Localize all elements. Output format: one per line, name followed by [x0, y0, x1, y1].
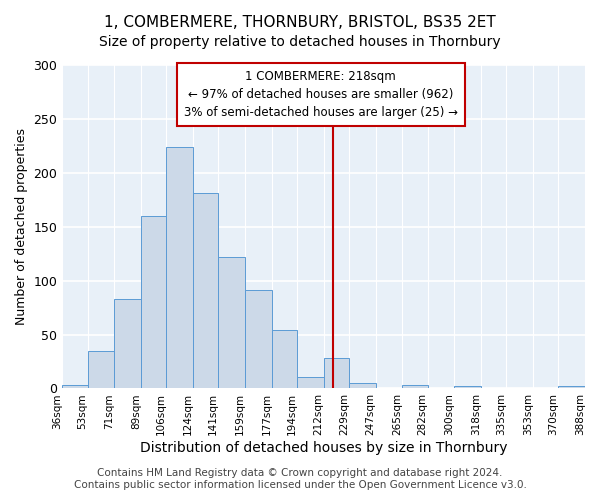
Bar — [349, 383, 376, 388]
Text: Size of property relative to detached houses in Thornbury: Size of property relative to detached ho… — [99, 35, 501, 49]
Bar — [323, 358, 349, 388]
Text: 1, COMBERMERE, THORNBURY, BRISTOL, BS35 2ET: 1, COMBERMERE, THORNBURY, BRISTOL, BS35 … — [104, 15, 496, 30]
Bar — [62, 385, 88, 388]
Bar — [272, 330, 297, 388]
Bar — [88, 350, 114, 389]
Bar — [403, 385, 428, 388]
Bar — [454, 386, 481, 388]
Bar — [141, 216, 166, 388]
Bar — [218, 257, 245, 388]
Bar — [114, 299, 141, 388]
Bar — [193, 194, 218, 388]
Bar — [166, 147, 193, 388]
Text: 1 COMBERMERE: 218sqm
← 97% of detached houses are smaller (962)
3% of semi-detac: 1 COMBERMERE: 218sqm ← 97% of detached h… — [184, 70, 458, 120]
Bar — [245, 290, 272, 388]
Bar — [297, 376, 323, 388]
Y-axis label: Number of detached properties: Number of detached properties — [15, 128, 28, 325]
Text: Contains HM Land Registry data © Crown copyright and database right 2024.
Contai: Contains HM Land Registry data © Crown c… — [74, 468, 526, 490]
Bar — [558, 386, 585, 388]
X-axis label: Distribution of detached houses by size in Thornbury: Distribution of detached houses by size … — [140, 441, 508, 455]
